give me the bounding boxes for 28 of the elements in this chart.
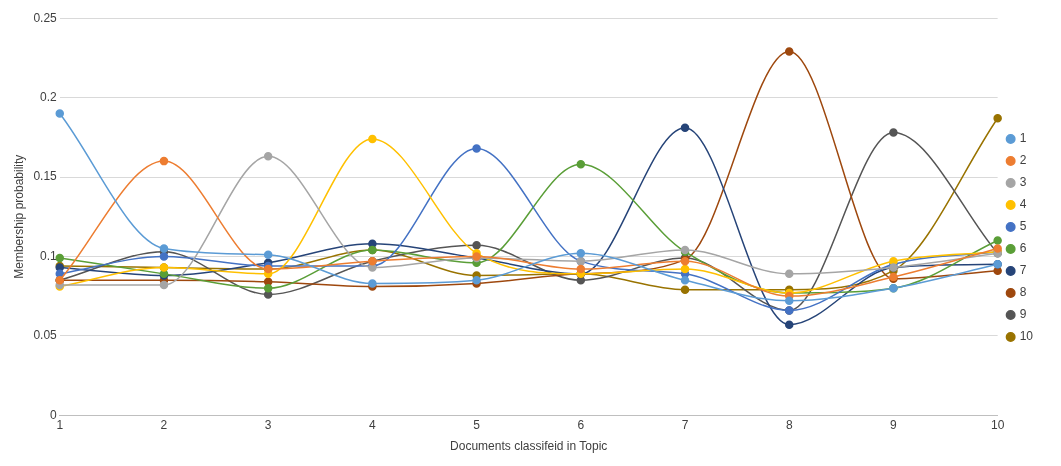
x-tick-label: 9 [890, 417, 898, 432]
x-tick-label: 5 [473, 417, 481, 432]
legend-label: 7 [1019, 263, 1027, 278]
x-tick-label: 7 [681, 417, 689, 432]
x-tick-label: 10 [990, 417, 1005, 432]
legend-label: 3 [1019, 175, 1027, 190]
y-tick-label: 0.25 [33, 10, 58, 25]
legend-label: 6 [1019, 241, 1027, 256]
x-tick-label: 8 [785, 417, 793, 432]
legend-label: 5 [1019, 219, 1027, 234]
x-tick-label: 3 [264, 417, 272, 432]
x-tick-label: 4 [369, 417, 377, 432]
legend-label: 10 [1019, 329, 1034, 344]
y-tick-label: 0.05 [33, 328, 58, 343]
legend-label: 2 [1019, 153, 1027, 168]
legend-label: 8 [1019, 285, 1027, 300]
y-tick-label: 0.15 [33, 169, 58, 184]
legend-label: 9 [1019, 307, 1027, 322]
x-tick-label: 1 [56, 417, 64, 432]
x-tick-label: 6 [577, 417, 585, 432]
y-tick-label: 0.1 [40, 248, 58, 263]
y-tick-label: 0 [50, 407, 58, 422]
y-tick-label: 0.2 [40, 89, 58, 104]
y-axis-title: Membership probability [11, 154, 26, 279]
x-tick-label: 2 [160, 417, 168, 432]
x-axis-title: Documents classifeid in Topic [450, 439, 608, 454]
legend-label: 4 [1019, 197, 1027, 212]
legend-label: 1 [1019, 131, 1027, 146]
